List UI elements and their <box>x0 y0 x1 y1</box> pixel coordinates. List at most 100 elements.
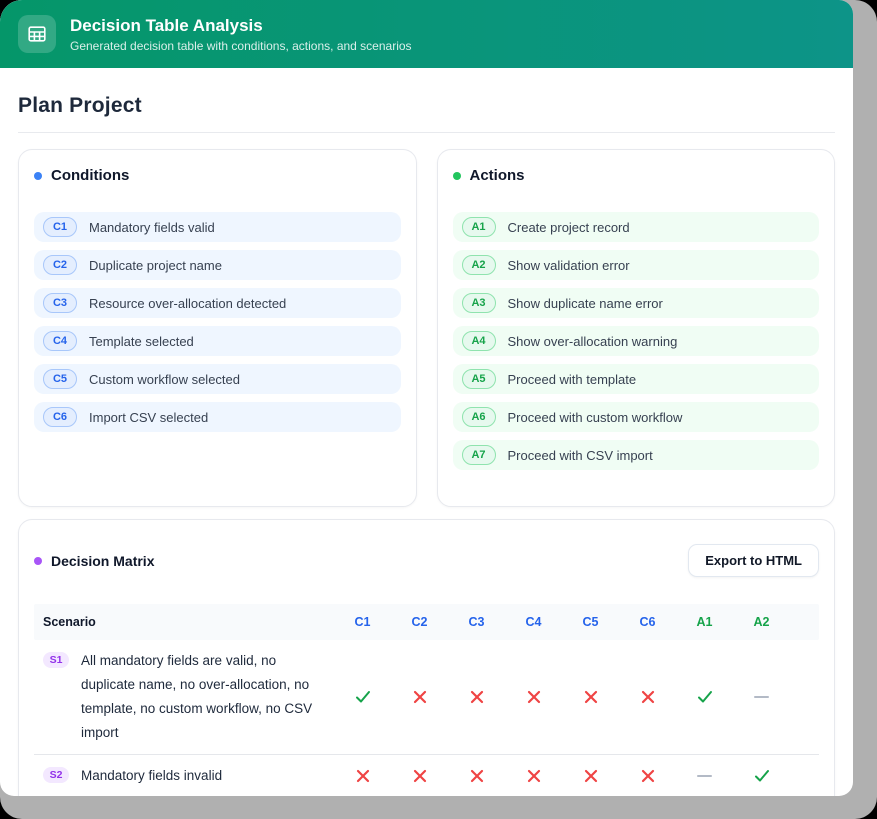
matrix-column-header-c1: C1 <box>334 615 391 629</box>
action-label: Create project record <box>507 219 630 235</box>
matrix-cell-s1-a2 <box>733 695 790 699</box>
matrix-column-label: C1 <box>354 615 371 629</box>
matrix-cell-s1-c6 <box>619 688 676 706</box>
check-icon <box>697 691 712 703</box>
actions-panel: Actions A1 Create project record A2 Show va… <box>436 149 835 507</box>
matrix-cell-s2-c1 <box>334 767 391 785</box>
matrix-column-label: A2 <box>753 615 770 629</box>
cross-icon <box>584 769 597 783</box>
condition-label: Import CSV selected <box>89 409 209 425</box>
matrix-dot-icon <box>34 556 42 565</box>
matrix-column-header-c3: C3 <box>448 615 505 629</box>
scenario-description: Mandatory fields invalid <box>81 768 223 783</box>
condition-label: Mandatory fields valid <box>89 219 215 235</box>
condition-badge: C6 <box>43 406 77 428</box>
scenario-row-s2: S2 Mandatory fields invalid <box>34 754 819 796</box>
matrix-cell-s1-c2 <box>391 688 448 706</box>
matrix-cell-s2-c2 <box>391 767 448 785</box>
matrix-cell-s1-a1 <box>676 688 733 706</box>
action-label: Proceed with CSV import <box>507 447 653 463</box>
scenario-cell: S1 All mandatory fields are valid, no dup… <box>34 649 334 745</box>
actions-panel-header: Actions <box>452 167 820 184</box>
matrix-cell-s2-c5 <box>562 767 619 785</box>
condition-badge: C1 <box>43 216 77 238</box>
app-header: Decision Table Analysis Generated decisi… <box>0 0 853 68</box>
cross-icon <box>527 690 540 704</box>
condition-label: Template selected <box>89 333 194 349</box>
condition-label: Custom workflow selected <box>89 371 240 387</box>
matrix-column-header-a2: A2 <box>733 615 790 629</box>
action-badge: A7 <box>461 444 496 466</box>
decision-matrix-title: Decision Matrix <box>51 552 155 569</box>
actions-dot-icon <box>452 171 461 180</box>
action-badge: A5 <box>461 368 496 390</box>
condition-badge: C2 <box>43 254 77 276</box>
matrix-column-label: C4 <box>525 615 542 629</box>
conditions-list: C1 Mandatory fields valid C2 Duplicate proj… <box>34 212 401 432</box>
conditions-panel-header: Conditions <box>34 167 401 184</box>
scenario-cell: S2 Mandatory fields invalid <box>34 764 334 788</box>
matrix-column-label: C5 <box>582 615 599 629</box>
condition-badge: C3 <box>43 292 77 314</box>
action-label: Show validation error <box>507 257 630 273</box>
condition-item-c5: C5 Custom workflow selected <box>34 364 401 394</box>
export-to-html-button[interactable]: Export to HTML <box>688 544 819 577</box>
header-text: Decision Table Analysis Generated decisi… <box>70 15 412 52</box>
action-item-a3: A3 Show duplicate name error <box>452 288 819 318</box>
scenario-column-header: Scenario <box>43 615 96 629</box>
matrix-column-label: C2 <box>411 615 428 629</box>
actions-list: A1 Create project record A2 Show validation… <box>452 212 819 470</box>
action-label: Proceed with custom workflow <box>507 409 683 425</box>
decision-matrix-title-wrap: Decision Matrix <box>34 553 154 569</box>
cross-icon <box>470 690 483 704</box>
conditions-title: Conditions <box>51 167 130 184</box>
condition-badge: C4 <box>43 330 77 352</box>
matrix-cell-s2-a1 <box>676 774 733 778</box>
action-item-a5: A5 Proceed with template <box>452 364 819 394</box>
dash-icon <box>697 774 712 778</box>
table-grid-icon <box>18 15 56 53</box>
cross-icon <box>641 690 654 704</box>
conditions-dot-icon <box>34 171 42 180</box>
matrix-column-header-c5: C5 <box>562 615 619 629</box>
matrix-column-label: A1 <box>696 615 713 629</box>
condition-label: Duplicate project name <box>89 257 222 273</box>
scenario-column-header-cell: Scenario <box>34 613 334 631</box>
actions-title: Actions <box>469 167 525 184</box>
scenario-badge: S2 <box>43 767 69 783</box>
scenario-description: All mandatory fields are valid, no dupli… <box>81 653 313 740</box>
action-label: Proceed with template <box>507 371 637 387</box>
check-icon <box>355 691 370 703</box>
cross-icon <box>470 769 483 783</box>
condition-item-c6: C6 Import CSV selected <box>34 402 401 432</box>
decision-matrix-panel: Decision Matrix Export to HTML Scenario … <box>18 519 835 796</box>
app-subtitle: Generated decision table with conditions… <box>70 38 412 53</box>
action-item-a1: A1 Create project record <box>452 212 819 242</box>
condition-item-c3: C3 Resource over-allocation detected <box>34 288 401 318</box>
matrix-cell-s2-c6 <box>619 767 676 785</box>
action-badge: A6 <box>461 406 496 428</box>
page-title: Plan Project <box>18 94 142 117</box>
matrix-cell-s1-c5 <box>562 688 619 706</box>
condition-item-c1: C1 Mandatory fields valid <box>34 212 401 242</box>
matrix-column-header-c4: C4 <box>505 615 562 629</box>
cross-icon <box>413 769 426 783</box>
action-badge: A3 <box>461 292 496 314</box>
condition-item-c4: C4 Template selected <box>34 326 401 356</box>
action-label: Show over-allocation warning <box>507 333 678 349</box>
scenario-row-s1: S1 All mandatory fields are valid, no dup… <box>34 640 819 754</box>
divider <box>18 132 835 133</box>
action-item-a2: A2 Show validation error <box>452 250 819 280</box>
dash-icon <box>754 695 769 699</box>
action-label: Show duplicate name error <box>507 295 663 311</box>
cross-icon <box>641 769 654 783</box>
matrix-column-header-c2: C2 <box>391 615 448 629</box>
condition-label: Resource over-allocation detected <box>89 295 287 311</box>
matrix-table-body: S1 All mandatory fields are valid, no dup… <box>34 640 819 796</box>
matrix-column-label: C3 <box>468 615 485 629</box>
action-item-a6: A6 Proceed with custom workflow <box>452 402 819 432</box>
cross-icon <box>584 690 597 704</box>
matrix-cell-s1-c1 <box>334 688 391 706</box>
scenario-badge: S1 <box>43 652 69 668</box>
decision-matrix-header: Decision Matrix Export to HTML <box>34 544 819 577</box>
